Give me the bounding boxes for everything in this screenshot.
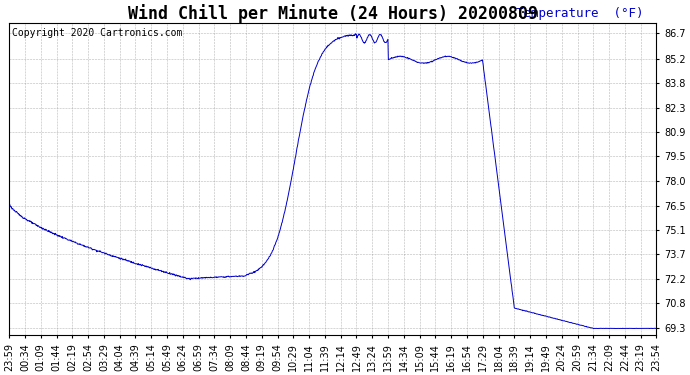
Text: Temperature  (°F): Temperature (°F) [516, 7, 644, 20]
Title: Wind Chill per Minute (24 Hours) 20200809: Wind Chill per Minute (24 Hours) 2020080… [128, 4, 538, 23]
Text: Copyright 2020 Cartronics.com: Copyright 2020 Cartronics.com [12, 28, 183, 38]
